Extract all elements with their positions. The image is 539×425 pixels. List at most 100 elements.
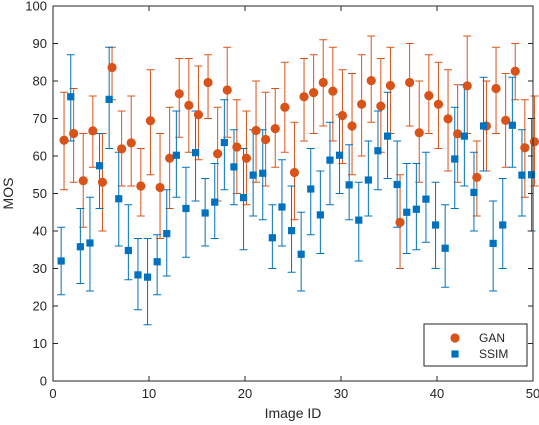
y-axis-title: MOS <box>0 178 16 210</box>
ssim-point <box>518 171 526 179</box>
ssim-point <box>172 151 180 159</box>
gan-point <box>405 77 415 88</box>
ssim-point <box>393 180 401 189</box>
x-tick-label: 50 <box>526 386 539 401</box>
ssim-point <box>249 171 257 179</box>
ssim-point <box>143 273 152 281</box>
y-tick-label: 10 <box>33 336 47 351</box>
ssim-point <box>499 221 507 229</box>
legend-label-gan: GAN <box>479 331 505 345</box>
gan-point <box>222 85 232 95</box>
ssim-point <box>239 194 248 202</box>
legend-marker-gan <box>450 333 460 343</box>
ssim-point <box>86 239 94 247</box>
gan-point <box>136 181 146 191</box>
ssim-point <box>230 163 238 171</box>
gan-point <box>88 126 98 136</box>
ssim-point <box>115 195 123 203</box>
gan-point <box>270 124 280 134</box>
ssim-point <box>278 203 286 211</box>
ssim-point <box>364 176 372 184</box>
gan-point <box>529 137 539 147</box>
gan-point <box>337 110 348 121</box>
gan-point <box>184 100 194 110</box>
ssim-point <box>67 93 75 101</box>
gan-point <box>510 66 520 76</box>
ssim-point <box>479 122 488 130</box>
gan-point <box>424 91 434 101</box>
gan-point <box>165 153 175 163</box>
gan-point <box>376 101 386 111</box>
ssim-point <box>383 132 392 140</box>
ssim-point <box>431 221 440 229</box>
gan-point <box>107 62 117 73</box>
x-tick-label: 10 <box>142 386 156 401</box>
ssim-point <box>316 211 324 219</box>
gan-point <box>145 116 156 126</box>
gan-point <box>289 167 300 178</box>
gan-point <box>69 128 79 139</box>
gan-point <box>491 83 501 94</box>
x-tick-label: 40 <box>430 386 444 401</box>
legend-box <box>423 323 528 367</box>
x-tick-label: 20 <box>238 386 252 401</box>
gan-point <box>155 182 165 193</box>
ssim-point <box>489 239 497 247</box>
gan-point <box>174 89 184 99</box>
ssim-point <box>182 204 190 213</box>
gan-point <box>126 138 136 148</box>
ssim-point <box>95 162 104 170</box>
gan-point <box>78 176 88 186</box>
ssim-point <box>259 169 267 177</box>
ssim-point <box>403 208 411 216</box>
ssim-point <box>345 181 353 189</box>
ssim-point <box>508 121 516 129</box>
ssim-point <box>307 185 315 193</box>
gan-point <box>299 92 309 102</box>
x-tick-label: 30 <box>334 386 348 401</box>
ssim-point <box>441 244 449 252</box>
y-tick-label: 90 <box>33 36 47 51</box>
ssim-point <box>211 198 219 206</box>
gan-point <box>385 80 396 91</box>
gan-point <box>472 172 482 182</box>
gan-point <box>366 76 376 86</box>
y-tick-label: 100 <box>25 0 47 14</box>
gan-point <box>328 86 338 96</box>
gan-point <box>213 149 223 159</box>
y-tick-label: 40 <box>33 224 47 239</box>
ssim-point <box>201 209 209 217</box>
gan-point <box>395 217 405 227</box>
gan-point <box>520 143 530 153</box>
markers-layer <box>57 62 539 281</box>
gan-point <box>97 177 108 187</box>
gan-point <box>443 114 453 124</box>
gan-point <box>261 134 271 145</box>
ssim-point <box>105 95 113 103</box>
ssim-point <box>374 147 382 155</box>
ssim-point <box>335 151 344 159</box>
ssim-point <box>412 205 420 213</box>
x-axis-title: Image ID <box>265 405 322 421</box>
gan-point <box>501 115 511 125</box>
ssim-point <box>163 230 171 238</box>
legend-label-ssim: SSIM <box>479 347 508 361</box>
gan-point <box>318 77 328 88</box>
gan-point <box>203 77 213 88</box>
y-tick-label: 80 <box>33 74 47 89</box>
ssim-point <box>191 149 200 157</box>
y-tick-label: 50 <box>33 186 47 201</box>
ssim-point <box>57 257 65 265</box>
gan-point <box>232 142 242 152</box>
ssim-point <box>355 216 363 224</box>
ssim-point <box>76 243 84 251</box>
gan-point <box>117 144 127 154</box>
gan-point <box>193 110 204 120</box>
ssim-point <box>220 138 228 147</box>
gan-point <box>309 88 319 98</box>
ssim-point <box>297 250 305 258</box>
ssim-point <box>134 271 142 279</box>
legend: GAN SSIM <box>423 323 528 367</box>
ssim-point <box>326 156 334 164</box>
